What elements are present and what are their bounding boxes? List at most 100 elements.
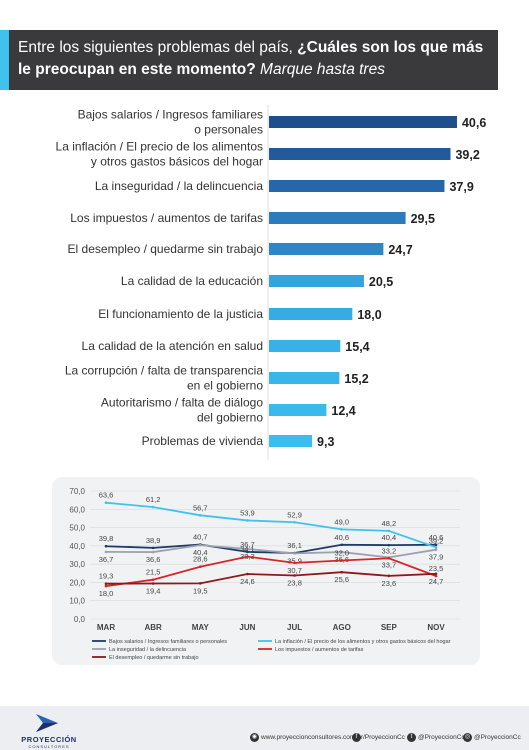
series-point-4-0	[104, 582, 108, 586]
category-label-9-0: Autoritarismo / falta de diálogo	[101, 396, 263, 410]
series-point-3-7	[434, 574, 438, 578]
category-label-4-0: El desempleo / quedarme sin trabajo	[68, 242, 264, 256]
bar-value-label-1: 39,2	[455, 148, 479, 162]
data-label-1-2: 56,7	[193, 503, 208, 512]
category-label-1-0: La inflación / El precio de los alimento…	[56, 140, 263, 154]
bar-value-label-6: 18,0	[357, 308, 381, 322]
category-label-6-0: El funcionamiento de la justicia	[98, 307, 263, 321]
data-label-1-6: 48,2	[382, 519, 397, 528]
x-tick-label-5: AGO	[333, 623, 351, 632]
category-label-5-0: La calidad de la educación	[121, 274, 263, 288]
data-label-3-6: 33,2	[382, 546, 397, 555]
bar-value-label-8: 15,2	[344, 372, 368, 386]
x-tick-label-7: NOV	[427, 623, 445, 632]
data-label-1-0: 63,6	[99, 491, 114, 500]
data-label-0-4: 36,1	[287, 541, 302, 550]
series-point-0-3	[246, 550, 249, 554]
horizontal-bar-chart: 40,6 Bajos salarios / Ingresos familiares…	[56, 105, 486, 460]
data-label-4-1: 19,4	[146, 587, 161, 596]
facebook-icon: f	[352, 733, 361, 742]
y-tick-label-7: 70,0	[69, 487, 85, 496]
legend-label-3: Los impuestos / aumentos de tarifas	[275, 647, 364, 653]
bar-value-label-5: 20,5	[369, 275, 393, 289]
category-label-3-0: Los impuestos / aumentos de tarifas	[70, 211, 263, 225]
bar-value-label-0: 40,6	[462, 116, 486, 130]
data-label-2-4: 35,9	[287, 556, 302, 565]
facebook-link[interactable]: f/ProyeccionCc	[352, 733, 405, 742]
page-title: Entre los siguientes problemas del país,…	[18, 37, 488, 81]
category-label-8-0: La corrupción / falta de transparencia	[65, 364, 263, 378]
series-point-2-4	[293, 552, 296, 555]
company-logo: PROYECCIÓN CONSULTORES	[14, 712, 84, 749]
legend-label-2: La inseguridad / la delincuencia	[109, 647, 187, 653]
twitter-icon: t	[407, 733, 416, 742]
bar-value-label-3: 29,5	[411, 212, 435, 226]
header-accent-bar	[0, 30, 9, 90]
instagram-icon: ◎	[463, 733, 472, 742]
y-tick-label-2: 20,0	[69, 578, 85, 587]
bar-0	[269, 116, 457, 128]
category-label-1-1: y otros gastos básicos del hogar	[91, 155, 263, 169]
bar-8	[269, 372, 340, 384]
data-label-0-0: 39,8	[99, 534, 114, 543]
title-bold: ¿Cuáles son los que más le preocupan en …	[18, 39, 484, 78]
data-label-4-5: 25,6	[334, 575, 349, 584]
bar-value-label-4: 24,7	[388, 243, 412, 257]
data-label-4-6: 23,6	[382, 579, 397, 588]
instagram-link[interactable]: ◎ @ProyeccionCc	[463, 733, 521, 742]
bar-6	[269, 308, 353, 320]
data-label-1-4: 52,9	[287, 510, 302, 519]
series-point-0-0	[104, 544, 108, 548]
series-point-2-0	[104, 550, 108, 554]
series-point-0-5	[340, 543, 344, 547]
website-link[interactable]: ◉ www.proyeccionconsultores.com.ar	[250, 733, 363, 742]
title-italic: Marque hasta tres	[260, 61, 385, 78]
series-point-2-7	[434, 548, 438, 551]
series-point-3-1	[151, 578, 155, 581]
logo-subtitle: CONSULTORES	[28, 744, 70, 749]
data-label-3-4: 30,7	[287, 566, 302, 575]
series-point-1-2	[198, 514, 202, 517]
twitter-text: @ProyeccionCc	[418, 734, 465, 742]
bar-4	[269, 243, 384, 255]
series-point-1-3	[246, 519, 249, 522]
bar-value-label-7: 15,4	[345, 340, 369, 354]
data-label-2-1: 36,6	[146, 555, 161, 564]
series-point-3-3	[246, 555, 249, 558]
data-label-2-6: 33,7	[382, 560, 397, 569]
globe-icon: ◉	[250, 733, 259, 742]
line-chart: 0,0 10,0 20,0 30,0 40,0 50,0 60,0 70,0 MAR ABR MAY…	[69, 487, 460, 661]
facebook-text: /ProyeccionCc	[363, 734, 405, 742]
twitter-link[interactable]: t @ProyeccionCc	[407, 733, 465, 742]
series-point-2-3	[246, 547, 249, 551]
series-point-3-2	[198, 565, 202, 569]
series-point-3-4	[293, 561, 296, 565]
data-label-2-7: 37,9	[429, 553, 444, 562]
logo-name: PROYECCIÓN	[21, 735, 77, 744]
y-tick-label-1: 10,0	[69, 597, 85, 606]
bar-1	[269, 148, 451, 160]
bar-value-label-9: 12,4	[331, 404, 355, 418]
series-line-0	[105, 543, 437, 554]
data-label-0-1: 38,9	[146, 536, 161, 545]
line-chart-card: 0,0 10,0 20,0 30,0 40,0 50,0 60,0 70,0 MAR ABR MAY…	[52, 477, 480, 665]
series-point-0-1	[151, 546, 155, 550]
data-label-3-1: 21,5	[146, 568, 161, 577]
data-label-0-5: 40,6	[334, 533, 349, 542]
data-label-4-3: 24,6	[240, 577, 255, 586]
data-label-0-3: 36,7	[240, 540, 255, 549]
series-point-4-6	[387, 574, 391, 578]
data-label-3-2: 28,6	[193, 555, 208, 564]
category-label-9-1: del gobierno	[197, 411, 263, 425]
data-label-4-2: 19,5	[193, 586, 208, 595]
y-tick-label-3: 30,0	[69, 560, 85, 569]
series-point-0-6	[387, 543, 391, 547]
x-tick-label-2: MAY	[192, 623, 210, 632]
bar-3	[269, 212, 406, 224]
y-tick-label-0: 0,0	[74, 615, 86, 624]
series-point-4-3	[246, 572, 249, 576]
x-tick-label-4: JUL	[287, 623, 302, 632]
series-point-2-2	[198, 543, 202, 547]
legend-label-1: La inflación / El precio de los alimento…	[275, 639, 451, 645]
header-banner: Entre los siguientes problemas del país,…	[0, 30, 498, 90]
